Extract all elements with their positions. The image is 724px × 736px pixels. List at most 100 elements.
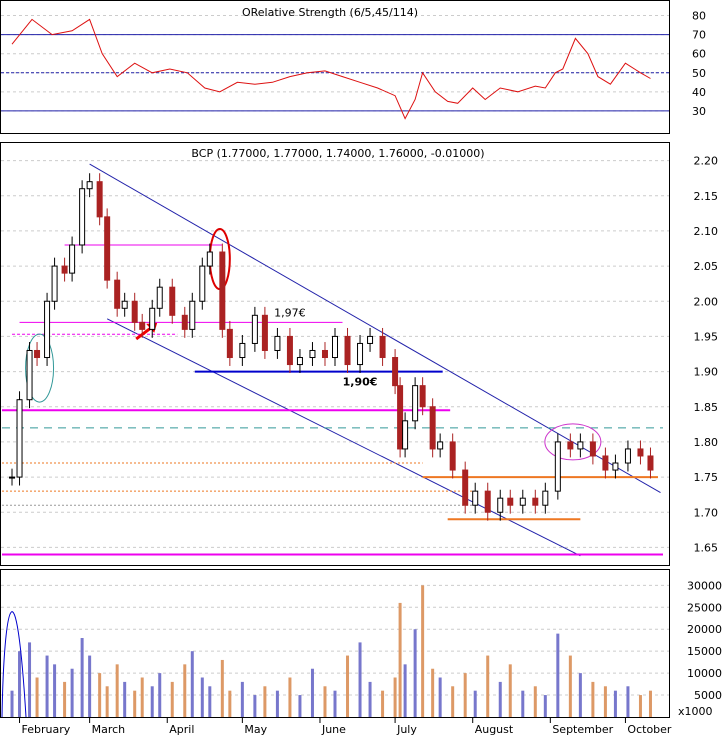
rsi-title: ORelative Strength (6/5,45/114) xyxy=(242,6,418,19)
rsi-tick-label: 60 xyxy=(692,48,706,61)
candle-body xyxy=(321,349,328,359)
price-title: BCP (1.77000, 1.77000, 1.74000, 1.76000,… xyxy=(191,147,484,160)
volume-bar xyxy=(183,664,187,717)
volume-bar xyxy=(403,664,407,717)
candle-body xyxy=(26,349,33,401)
volume-bar xyxy=(613,690,617,717)
candle-body xyxy=(624,448,631,464)
month-label: September xyxy=(552,723,613,736)
rsi-panel: 30 40 50 60 70 80 ORelative Strength (6/5,45/… xyxy=(0,0,706,134)
rsi-tick-label: 50 xyxy=(692,67,706,80)
price-overlays xyxy=(2,163,663,557)
volume-bar xyxy=(508,664,512,717)
candle-body xyxy=(79,188,86,246)
channel-lower-line xyxy=(106,318,581,557)
volume-bar xyxy=(140,677,144,717)
volume-bar xyxy=(298,695,302,717)
candle-body xyxy=(309,349,316,359)
candle-body xyxy=(114,279,121,309)
price-tick-label: 1.80 xyxy=(694,436,719,449)
candle-body xyxy=(261,314,268,351)
candle-body xyxy=(16,399,23,478)
volume-tick-label: 10000 xyxy=(687,667,722,680)
volume-tick-label: 25000 xyxy=(687,601,722,614)
candle-body xyxy=(542,490,549,506)
rsi-line xyxy=(11,18,651,120)
volume-bar xyxy=(105,686,109,717)
candle-body xyxy=(602,455,609,471)
candle-body xyxy=(51,265,58,302)
volume-bar xyxy=(28,642,32,717)
candle-body xyxy=(189,300,196,330)
volume-bar xyxy=(70,668,74,717)
volume-bar xyxy=(228,690,232,717)
candle-body xyxy=(429,406,436,450)
volume-bar xyxy=(591,681,595,717)
volume-unit-label: x1000 xyxy=(678,705,713,718)
candle-body xyxy=(226,328,233,359)
candle-body xyxy=(497,497,504,513)
candle-body xyxy=(181,314,188,330)
candle-body xyxy=(589,441,596,457)
volume-bar xyxy=(413,629,417,717)
candle-body xyxy=(519,497,526,506)
candle-body xyxy=(567,441,574,450)
candle-body xyxy=(412,385,419,422)
candle-body xyxy=(274,335,281,351)
volume-bar xyxy=(473,690,477,717)
month-label: March xyxy=(92,723,126,736)
volume-bar xyxy=(220,659,224,717)
volume-bar xyxy=(208,686,212,717)
volume-bar xyxy=(368,681,372,717)
pattern-ellipse-february xyxy=(25,333,55,403)
price-tick-label: 2.05 xyxy=(694,260,719,273)
candle-body xyxy=(44,300,51,359)
volume-tick-labels: 5000 10000 15000 20000 25000 30000 xyxy=(687,579,722,702)
volume-tick-label: 15000 xyxy=(687,645,722,658)
rsi-reference-lines xyxy=(1,34,669,112)
candle-body xyxy=(149,307,156,330)
candle-body xyxy=(392,357,399,387)
volume-bar xyxy=(170,681,174,717)
rsi-tick-label: 70 xyxy=(692,29,706,42)
candle-body xyxy=(251,314,258,344)
channel-upper-line xyxy=(89,163,661,493)
volume-bar xyxy=(240,681,244,717)
candle-body xyxy=(419,385,426,408)
volume-arc xyxy=(1,611,27,718)
price-tick-label: 2.00 xyxy=(694,295,719,308)
rsi-line-group xyxy=(11,18,651,120)
volume-bar xyxy=(543,695,547,717)
price-tick-label: 1.85 xyxy=(694,401,719,414)
volume-bar xyxy=(533,686,537,717)
candle-body xyxy=(437,441,444,450)
rsi-tick-label: 30 xyxy=(692,105,706,118)
candle-body xyxy=(104,216,111,281)
rsi-tick-label: 40 xyxy=(692,86,706,99)
month-label: June xyxy=(321,723,346,736)
candle-body xyxy=(462,469,469,506)
volume-bar xyxy=(88,655,92,717)
candle-body xyxy=(367,335,374,344)
price-panel: 1.65 1.70 1.75 1.80 1.85 1.90 1.95 2.00 2.05 2.10… xyxy=(0,142,719,566)
volume-bar xyxy=(556,633,560,717)
candle-body xyxy=(156,286,163,309)
volume-bar xyxy=(18,651,22,717)
volume-bar xyxy=(521,690,525,717)
candle-body xyxy=(69,244,76,274)
candle-body xyxy=(34,349,41,359)
volume-bar xyxy=(80,638,84,717)
volume-panel: 5000 10000 15000 20000 25000 30000 x1000 xyxy=(0,569,722,718)
candle-body xyxy=(379,335,386,359)
candle-body xyxy=(131,300,138,323)
candle-body xyxy=(612,462,619,471)
volume-bar xyxy=(486,655,490,717)
volume-bars xyxy=(1,585,652,718)
volume-bar xyxy=(115,664,119,717)
candle-body xyxy=(86,181,93,190)
month-label: July xyxy=(396,723,417,736)
volume-bar xyxy=(150,686,154,717)
month-label: May xyxy=(244,723,267,736)
price-annotations: 1,97€ 1,90€ xyxy=(274,306,377,388)
